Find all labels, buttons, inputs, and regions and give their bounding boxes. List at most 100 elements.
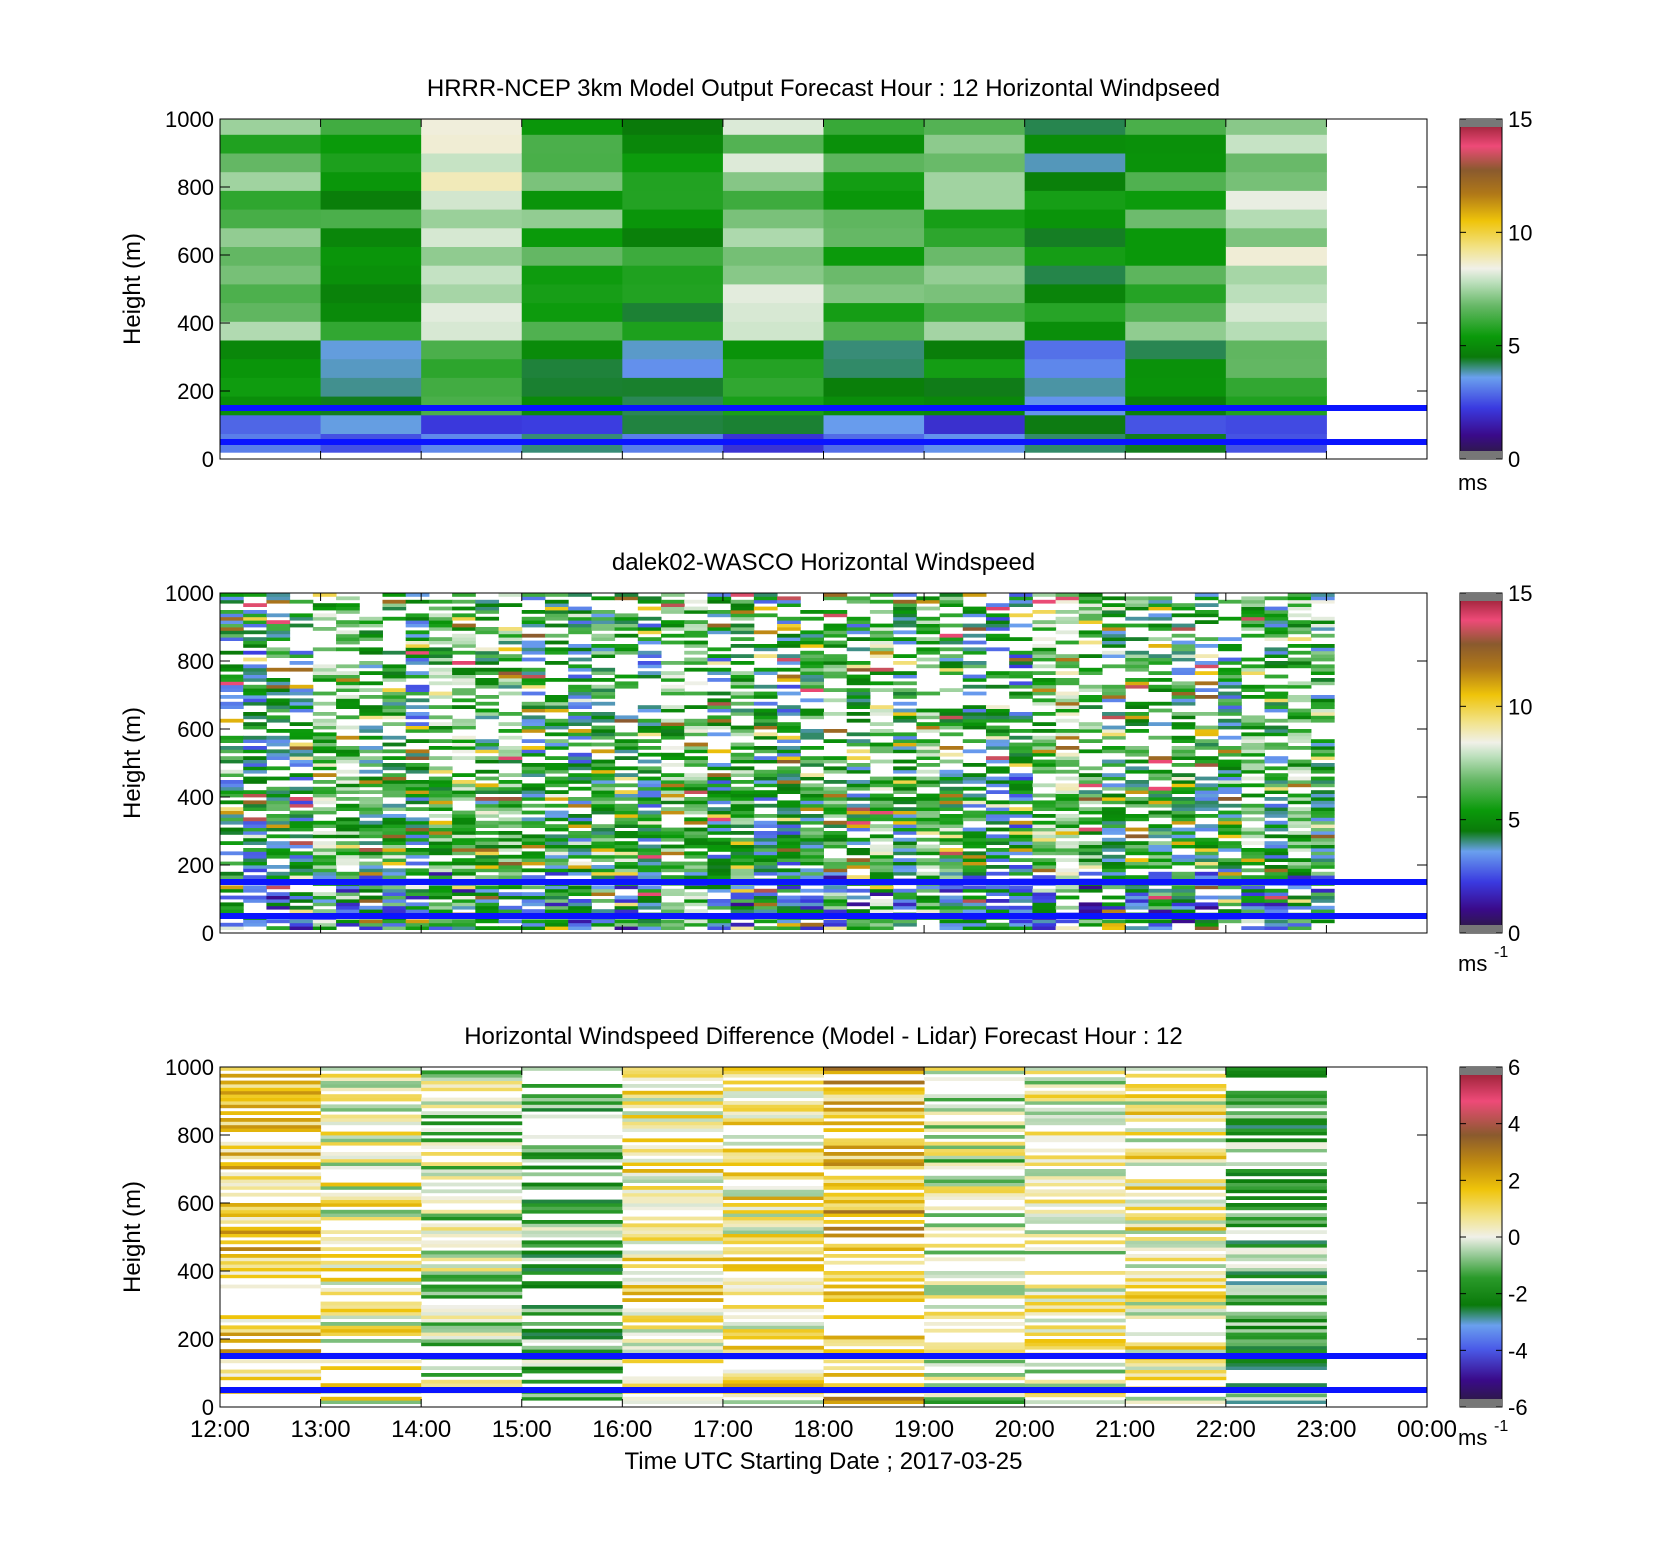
heatmap-cell [1148, 922, 1173, 927]
heatmap-cell [320, 1216, 422, 1221]
heatmap-cell [521, 701, 546, 706]
heatmap-cell [1024, 1328, 1126, 1333]
heatmap-cell [568, 797, 592, 801]
heatmap-cell [846, 841, 871, 845]
heatmap-cell [622, 1271, 724, 1275]
heatmap-cell [800, 657, 824, 662]
heatmap-cell [1171, 831, 1196, 835]
heatmap-cell [220, 1097, 322, 1102]
heatmap-cell [243, 837, 267, 842]
heatmap-cell [1218, 786, 1242, 791]
heatmap-cell [382, 664, 407, 669]
heatmap-cell [1102, 725, 1126, 730]
heatmap-cell [1148, 841, 1173, 845]
heatmap-cell [521, 667, 546, 672]
heatmap-cell [289, 868, 314, 873]
heatmap-cell [498, 684, 523, 689]
heatmap-cell [1264, 620, 1289, 624]
heatmap-cell [1264, 698, 1289, 703]
heatmap-cell [846, 919, 871, 924]
heatmap-cell [1024, 1155, 1126, 1160]
heatmap-cell [312, 909, 337, 913]
heatmap-cell [707, 671, 732, 675]
heatmap-cell [985, 606, 1010, 611]
heatmap-cell [1024, 1247, 1126, 1251]
heatmap-cell [475, 684, 500, 689]
heatmap-cell [498, 627, 523, 631]
heatmap-cell [312, 902, 337, 907]
heatmap-cell [846, 848, 871, 852]
heatmap-cell [614, 909, 639, 913]
heatmap-cell [289, 895, 314, 900]
heatmap-cell [1194, 613, 1219, 618]
heatmap-cell [1024, 1271, 1126, 1275]
heatmap-cell [614, 790, 639, 794]
heatmap-cell [1264, 810, 1289, 815]
heatmap-cell [916, 837, 941, 842]
heatmap-cell [823, 909, 848, 913]
heatmap-cell [893, 861, 917, 866]
heatmap-cell [521, 810, 546, 815]
heatmap-cell [452, 858, 476, 862]
heatmap-cell [622, 119, 724, 135]
heatmap-cell [1218, 661, 1242, 665]
heatmap-cell [1078, 630, 1103, 635]
heatmap-cell [684, 627, 708, 631]
heatmap-cell [800, 708, 824, 713]
heatmap-cell [568, 861, 592, 866]
heatmap-cell [1148, 708, 1173, 713]
heatmap-cell [1218, 667, 1242, 672]
heatmap-cell [359, 630, 383, 635]
heatmap-cell [568, 814, 592, 818]
heatmap-cell [1194, 776, 1219, 781]
heatmap-cell [869, 722, 894, 726]
heatmap-cell [846, 712, 871, 716]
heatmap-cell [707, 698, 732, 703]
heatmap-cell [939, 715, 964, 720]
heatmap-cell [1102, 820, 1126, 825]
heatmap-cell [1102, 613, 1126, 618]
heatmap-cell [428, 814, 453, 818]
heatmap-cell [475, 749, 500, 754]
heatmap-cell [428, 865, 453, 869]
heatmap-cell [591, 718, 616, 723]
heatmap-cell [823, 190, 925, 210]
heatmap-cell [622, 1094, 724, 1098]
colorbar-tick-label: 0 [1508, 921, 1520, 946]
heatmap-cell [220, 593, 244, 597]
heatmap-cell [428, 844, 453, 849]
heatmap-cell [939, 902, 964, 907]
heatmap-cell [1218, 705, 1242, 709]
heatmap-cell [1171, 698, 1196, 703]
heatmap-cell [1032, 824, 1057, 828]
heatmap-cell [320, 1087, 422, 1092]
heatmap-cell [312, 800, 337, 805]
heatmap-cell [220, 153, 322, 173]
heatmap-cell [1102, 664, 1126, 669]
heatmap-cell [521, 265, 623, 285]
heatmap-cell [1225, 1339, 1327, 1343]
heatmap-cell [777, 603, 801, 607]
heatmap-cell [1032, 759, 1057, 764]
heatmap-cell [614, 817, 639, 822]
heatmap-cell [1024, 119, 1126, 135]
heatmap-cell [312, 841, 337, 845]
heatmap-cell [568, 892, 592, 896]
heatmap-cell [591, 763, 616, 767]
heatmap-cell [1225, 1267, 1327, 1272]
heatmap-cell [452, 746, 476, 750]
heatmap-cell [220, 1145, 322, 1149]
heatmap-cell [1125, 1247, 1227, 1251]
heatmap-cell [800, 688, 824, 692]
heatmap-cell [220, 377, 322, 397]
heatmap-cell [220, 1192, 322, 1197]
heatmap-cell [1078, 776, 1103, 781]
heatmap-cell [684, 831, 708, 835]
heatmap-cell [1148, 644, 1173, 648]
heatmap-cell [591, 766, 616, 771]
heatmap-cell [312, 613, 337, 618]
heatmap-cell [382, 763, 407, 767]
heatmap-cell [1287, 763, 1312, 767]
heatmap-cell [1310, 620, 1335, 624]
heatmap-cell [1125, 1152, 1227, 1156]
